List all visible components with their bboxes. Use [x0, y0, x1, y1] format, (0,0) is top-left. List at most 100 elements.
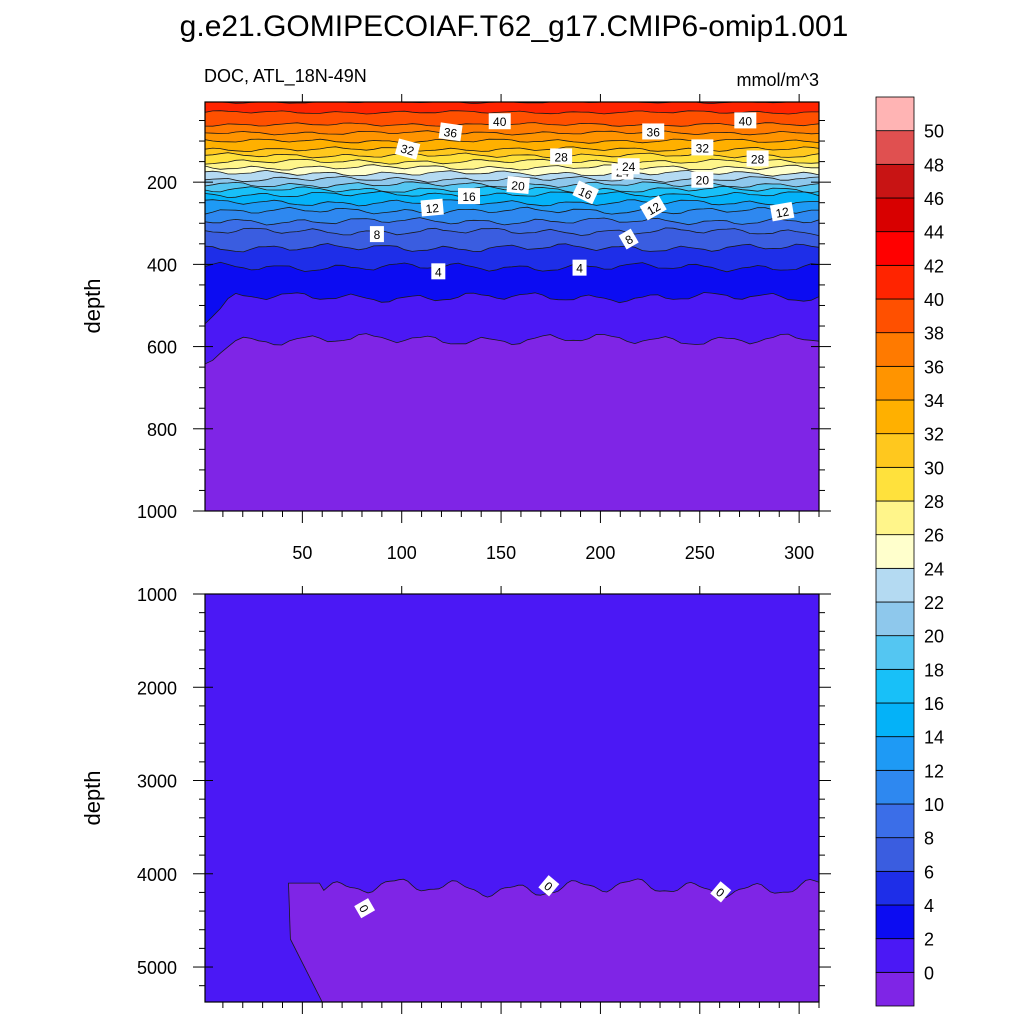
lower-contour-label: 0: [538, 875, 560, 897]
contour-label-text: 28: [751, 152, 765, 166]
upper-x-tick-label: 100: [387, 543, 417, 563]
colorbar-tick-label: 6: [924, 862, 934, 882]
upper-contour-label: 12: [420, 198, 444, 217]
contour-label-text: 16: [576, 184, 594, 202]
upper-contour-line-34: [205, 138, 819, 144]
contour-label-box: [617, 158, 640, 175]
upper-contour-line-36: [205, 130, 819, 136]
contour-label-box: [506, 176, 530, 194]
upper-contour-label: 20: [691, 171, 714, 188]
upper-contour-line-28: [205, 158, 819, 165]
upper-contour-line-12: [205, 206, 819, 215]
upper-contour-line-38: [205, 122, 819, 127]
upper-contour-label: 16: [458, 188, 481, 205]
upper-y-tick-label: 400: [147, 255, 177, 275]
colorbar-swatch: [875, 298, 915, 334]
upper-contour-line-30: [205, 152, 819, 159]
upper-contour-label: 4: [572, 259, 587, 276]
contour-label-box: [572, 180, 600, 205]
upper-contour-label: 12: [639, 195, 667, 221]
upper-contour-label: 4: [431, 263, 446, 280]
colorbar-tick-label: 46: [924, 189, 944, 209]
upper-contour-label: 36: [642, 123, 665, 140]
upper-contour-line-42: [205, 102, 819, 105]
contour-label-text: 8: [374, 228, 381, 242]
contour-label-text: 32: [399, 142, 416, 159]
upper-contour-line-40: [205, 110, 819, 115]
upper-x-tick-label: 300: [784, 543, 814, 563]
upper-y-tick-label: 1000: [137, 502, 177, 522]
colorbar-tick-label: 18: [924, 660, 944, 680]
colorbar-tick-label: 38: [924, 324, 944, 344]
colorbar-tick-label: 36: [924, 357, 944, 377]
colorbar-swatch: [875, 567, 915, 603]
upper-contour-line-16: [205, 190, 819, 199]
upper-axis-ticks: 200 400 600 800 1000 50 100 150 200 250 300: [137, 94, 831, 563]
contour-label-text: 36: [647, 125, 661, 139]
colorbar-swatch: [875, 433, 915, 468]
colorbar-swatch: [875, 971, 915, 1007]
colorbar-tick-label: 42: [924, 256, 944, 276]
contour-label-text: 12: [775, 204, 791, 220]
contour-label-text: 16: [462, 190, 476, 204]
contour-label-box: [431, 263, 446, 280]
contour-label-box: [769, 201, 795, 222]
upper-contour-label: 40: [734, 112, 757, 129]
upper-y-tick-label: 800: [147, 420, 177, 440]
upper-contour-label: 32: [691, 139, 714, 156]
upper-contour-label: 28: [550, 148, 573, 165]
upper-contour-label: 32: [394, 138, 421, 160]
lower-y-tick-label: 1000: [137, 585, 177, 605]
colorbar-swatch: [875, 130, 915, 165]
contour-label-box: [488, 113, 511, 130]
contour-label-box: [458, 188, 481, 205]
colorbar-tick-label: 22: [924, 593, 944, 613]
upper-band-40: [205, 102, 819, 114]
colorbar-swatch: [875, 938, 915, 973]
upper-panel: 200 400 600 800 1000 50 100 150 200 250 300 40 36 32…: [80, 94, 831, 563]
upper-contour-label: 24: [617, 158, 640, 175]
contour-label-box: [710, 881, 732, 903]
contour-label-box: [572, 259, 587, 276]
contour-label-text: 12: [644, 199, 663, 218]
lower-plot-frame: [204, 593, 820, 1003]
colorbar-tick-label: 30: [924, 458, 944, 478]
upper-contour-label: 40: [488, 113, 511, 130]
colorbar-swatch: [875, 197, 915, 233]
upper-y-tick-label: 600: [147, 338, 177, 358]
colorbar-tick-label: 32: [924, 425, 944, 445]
colorbar-swatch: [875, 231, 915, 266]
colorbar-tick-label: 40: [924, 290, 944, 310]
contour-label-text: 20: [511, 178, 526, 193]
contour-label-text: 32: [696, 141, 710, 155]
lower-contour-labels: 0 0 0: [354, 875, 732, 919]
colorbar-swatch: [875, 264, 915, 300]
colorbar-swatch: [875, 534, 915, 569]
left-subtitle: DOC, ATL_18N-49N: [204, 66, 367, 87]
colorbar-swatch: [875, 702, 915, 738]
upper-contour-label: 16: [572, 180, 600, 205]
lower-y-tick-label: 2000: [137, 678, 177, 698]
upper-contour-lines: [205, 102, 819, 365]
lower-contour-field: [205, 594, 819, 1002]
upper-contour-label: 20: [506, 176, 530, 194]
right-subtitle: mmol/m^3: [737, 70, 819, 90]
contour-label-box: [354, 898, 376, 919]
colorbar-tick-label: 12: [924, 761, 944, 781]
colorbar-swatch: [875, 904, 915, 940]
colorbar-swatch: [875, 332, 915, 367]
colorbar-tick-label: 2: [924, 930, 934, 950]
colorbar-tick-label: 10: [924, 795, 944, 815]
lower-band-region: [288, 878, 819, 1002]
upper-contour-line-8: [205, 227, 819, 236]
colorbar-tick-label: 48: [924, 155, 944, 175]
upper-contour-line-10: [205, 217, 819, 226]
colorbar-swatch: [875, 736, 915, 771]
contour-label-text: 20: [696, 174, 710, 188]
colorbar-swatch: [875, 466, 915, 502]
contour-label-box: [746, 150, 769, 167]
upper-contour-label: 36: [438, 122, 463, 142]
upper-contour-line-0: [205, 333, 819, 365]
colorbar-swatch: [875, 601, 915, 637]
contour-label-box: [438, 122, 463, 142]
